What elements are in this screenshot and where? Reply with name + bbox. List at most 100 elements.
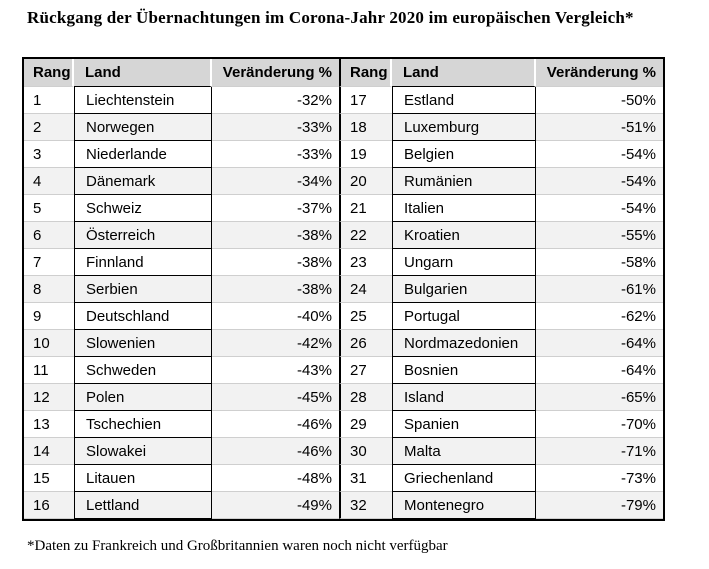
footnote: *Daten zu Frankreich und Großbritannien … — [27, 538, 448, 554]
change-cell: -64% — [536, 330, 663, 357]
change-cell: -54% — [536, 195, 663, 222]
rank-cell: 23 — [339, 249, 392, 276]
change-cell: -42% — [212, 330, 339, 357]
rank-cell: 17 — [339, 87, 392, 114]
rank-cell: 24 — [339, 276, 392, 303]
change-cell: -70% — [536, 411, 663, 438]
rank-cell: 14 — [24, 438, 74, 465]
change-cell: -61% — [536, 276, 663, 303]
change-cell: -38% — [212, 222, 339, 249]
header-change-right: Veränderung % — [536, 59, 663, 87]
rank-cell: 2 — [24, 114, 74, 141]
rank-cell: 32 — [339, 492, 392, 519]
header-land-right: Land — [392, 59, 536, 87]
rank-cell: 20 — [339, 168, 392, 195]
rank-cell: 30 — [339, 438, 392, 465]
country-cell: Norwegen — [74, 114, 212, 141]
change-cell: -38% — [212, 249, 339, 276]
rank-cell: 16 — [24, 492, 74, 519]
country-cell: Island — [392, 384, 536, 411]
rank-cell: 18 — [339, 114, 392, 141]
table-row: 8 Serbien -38% 24 Bulgarien -61% — [24, 276, 663, 303]
country-cell: Italien — [392, 195, 536, 222]
country-cell: Portugal — [392, 303, 536, 330]
change-cell: -54% — [536, 141, 663, 168]
change-cell: -43% — [212, 357, 339, 384]
table-row: 7 Finnland -38% 23 Ungarn -58% — [24, 249, 663, 276]
rank-cell: 6 — [24, 222, 74, 249]
country-cell: Schweiz — [74, 195, 212, 222]
change-cell: -71% — [536, 438, 663, 465]
change-cell: -73% — [536, 465, 663, 492]
change-cell: -32% — [212, 87, 339, 114]
table-row: 1 Liechtenstein -32% 17 Estland -50% — [24, 87, 663, 114]
rank-cell: 15 — [24, 465, 74, 492]
country-cell: Litauen — [74, 465, 212, 492]
change-cell: -33% — [212, 114, 339, 141]
header-rang-left: Rang — [24, 59, 74, 87]
page-title: Rückgang der Übernachtungen im Corona-Ja… — [27, 8, 634, 27]
rank-cell: 29 — [339, 411, 392, 438]
table-row: 2 Norwegen -33% 18 Luxemburg -51% — [24, 114, 663, 141]
table-row: 13 Tschechien -46% 29 Spanien -70% — [24, 411, 663, 438]
country-cell: Spanien — [392, 411, 536, 438]
country-cell: Niederlande — [74, 141, 212, 168]
country-cell: Luxemburg — [392, 114, 536, 141]
country-cell: Bosnien — [392, 357, 536, 384]
country-cell: Tschechien — [74, 411, 212, 438]
country-cell: Bulgarien — [392, 276, 536, 303]
country-cell: Lettland — [74, 492, 212, 519]
header-land-left: Land — [74, 59, 212, 87]
table-row: 14 Slowakei -46% 30 Malta -71% — [24, 438, 663, 465]
rankings-table: Rang Land Veränderung % Rang Land Veränd… — [22, 57, 665, 521]
rank-cell: 7 — [24, 249, 74, 276]
rank-cell: 26 — [339, 330, 392, 357]
country-cell: Deutschland — [74, 303, 212, 330]
change-cell: -37% — [212, 195, 339, 222]
header-change-left: Veränderung % — [212, 59, 339, 87]
rank-cell: 12 — [24, 384, 74, 411]
rank-cell: 10 — [24, 330, 74, 357]
table-row: 6 Österreich -38% 22 Kroatien -55% — [24, 222, 663, 249]
country-cell: Ungarn — [392, 249, 536, 276]
table-row: 15 Litauen -48% 31 Griechenland -73% — [24, 465, 663, 492]
rank-cell: 9 — [24, 303, 74, 330]
change-cell: -33% — [212, 141, 339, 168]
rank-cell: 5 — [24, 195, 74, 222]
country-cell: Montenegro — [392, 492, 536, 519]
table-row: 11 Schweden -43% 27 Bosnien -64% — [24, 357, 663, 384]
rank-cell: 8 — [24, 276, 74, 303]
rank-cell: 1 — [24, 87, 74, 114]
rank-cell: 11 — [24, 357, 74, 384]
table-header-row: Rang Land Veränderung % Rang Land Veränd… — [24, 59, 663, 87]
change-cell: -58% — [536, 249, 663, 276]
rank-cell: 22 — [339, 222, 392, 249]
change-cell: -55% — [536, 222, 663, 249]
country-cell: Nordmazedonien — [392, 330, 536, 357]
country-cell: Finnland — [74, 249, 212, 276]
header-rang-right: Rang — [339, 59, 392, 87]
country-cell: Österreich — [74, 222, 212, 249]
change-cell: -50% — [536, 87, 663, 114]
table-row: 10 Slowenien -42% 26 Nordmazedonien -64% — [24, 330, 663, 357]
rank-cell: 13 — [24, 411, 74, 438]
change-cell: -62% — [536, 303, 663, 330]
change-cell: -48% — [212, 465, 339, 492]
rank-cell: 28 — [339, 384, 392, 411]
change-cell: -65% — [536, 384, 663, 411]
country-cell: Polen — [74, 384, 212, 411]
country-cell: Slowakei — [74, 438, 212, 465]
country-cell: Kroatien — [392, 222, 536, 249]
change-cell: -34% — [212, 168, 339, 195]
change-cell: -79% — [536, 492, 663, 519]
country-cell: Schweden — [74, 357, 212, 384]
table-row: 4 Dänemark -34% 20 Rumänien -54% — [24, 168, 663, 195]
table-row: 5 Schweiz -37% 21 Italien -54% — [24, 195, 663, 222]
country-cell: Belgien — [392, 141, 536, 168]
table-row: 16 Lettland -49% 32 Montenegro -79% — [24, 492, 663, 519]
change-cell: -46% — [212, 438, 339, 465]
rank-cell: 31 — [339, 465, 392, 492]
change-cell: -38% — [212, 276, 339, 303]
rank-cell: 19 — [339, 141, 392, 168]
